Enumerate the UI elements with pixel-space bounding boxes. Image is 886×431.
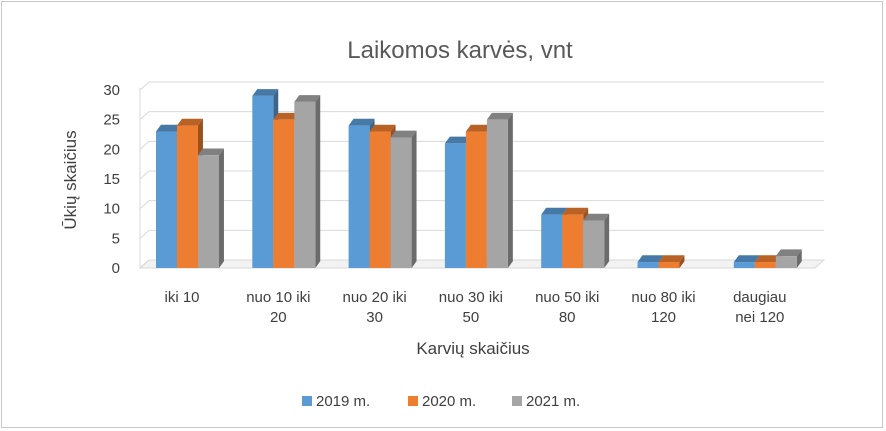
x-tick-label: iki 10	[164, 289, 199, 306]
y-tick-label: 10	[103, 201, 120, 218]
bar-top	[658, 255, 685, 263]
y-tick-label: 0	[112, 260, 120, 277]
bar-top	[294, 95, 321, 102]
bar-side	[679, 255, 685, 268]
bar-side	[219, 148, 224, 268]
bar-front	[390, 137, 412, 268]
bar	[294, 95, 321, 268]
bar-front	[775, 256, 797, 268]
bar-side	[604, 213, 610, 268]
legend-swatch	[512, 396, 522, 406]
bar	[775, 249, 802, 268]
bar-side	[411, 130, 417, 268]
legend-swatch	[302, 396, 312, 406]
bar	[658, 255, 685, 268]
bar-front	[465, 131, 487, 268]
bar-top	[465, 124, 492, 132]
bar-front	[541, 214, 563, 268]
legend-label: 2019 m.	[316, 393, 370, 410]
bar-top	[541, 207, 568, 215]
bar-side	[796, 249, 802, 268]
x-tick-label: nuo 50 iki 80	[535, 289, 599, 326]
bar-front	[177, 125, 198, 268]
bar-side	[507, 112, 513, 268]
bar-front	[562, 214, 584, 268]
bar-top	[583, 213, 610, 221]
bar-front	[156, 131, 177, 268]
bar-top	[273, 112, 300, 120]
bar-top	[198, 148, 224, 156]
bar-front	[444, 143, 466, 268]
y-tick-label: 25	[103, 112, 120, 129]
bar-front	[294, 101, 316, 268]
bar-front	[273, 119, 295, 269]
legend: 2019 m. 2020 m. 2021 m.	[302, 393, 580, 410]
bar-top	[390, 130, 417, 138]
bar	[583, 213, 610, 268]
bar-front	[583, 220, 605, 268]
x-tick-label: nuo 30 iki 50	[439, 289, 503, 326]
bar-front	[486, 119, 508, 269]
x-tick-label: daugiau nei 120	[733, 289, 786, 326]
legend-item: 2021 m.	[512, 393, 580, 410]
bar-top	[775, 249, 802, 257]
gridline	[139, 170, 824, 180]
bar-front	[637, 262, 659, 268]
bar-side	[315, 95, 321, 268]
gridline	[139, 81, 824, 91]
x-tick-label: nuo 20 iki 30	[342, 289, 406, 326]
gridline	[139, 200, 824, 210]
bar-top	[348, 118, 375, 126]
x-tick-label: nuo 10 iki 20	[246, 289, 310, 326]
legend-swatch	[408, 396, 418, 406]
y-tick-label: 20	[103, 141, 120, 158]
y-axis-ticks: 0 5 10 15 20 25 30	[103, 82, 120, 277]
bar-front	[252, 95, 274, 268]
bar-top	[754, 255, 781, 263]
bar	[390, 130, 417, 268]
legend-label: 2021 m.	[526, 393, 580, 410]
y-tick-label: 30	[103, 82, 120, 99]
bar-top	[252, 89, 279, 96]
y-tick-label: 5	[112, 230, 120, 247]
bar-front	[658, 262, 680, 268]
gridline	[139, 111, 824, 121]
bar-top	[562, 207, 589, 215]
y-axis-title: Ūkių skaičius	[61, 130, 80, 229]
legend-item: 2020 m.	[408, 393, 476, 410]
bar-front	[754, 262, 776, 268]
bar-top	[637, 255, 664, 263]
y-tick-label: 15	[103, 171, 120, 188]
bar-top	[177, 118, 203, 126]
x-tick-label: nuo 80 iki 120	[631, 289, 695, 326]
x-axis-title: Karvių skaičius	[416, 339, 529, 358]
bar-top	[369, 124, 396, 132]
bar	[198, 148, 224, 268]
bar-top	[486, 112, 513, 120]
bar-front	[369, 131, 391, 268]
legend-label: 2020 m.	[422, 393, 476, 410]
bar-front	[733, 262, 755, 268]
bar-front	[348, 125, 370, 268]
gridline	[139, 140, 824, 150]
legend-item: 2019 m.	[302, 393, 370, 410]
bar-top	[156, 124, 182, 132]
bar-top	[444, 136, 471, 144]
bars	[156, 89, 802, 269]
bar-top	[733, 255, 760, 263]
chart-title: Laikomos karvės, vnt	[347, 37, 573, 64]
x-axis-ticks: iki 10 nuo 10 iki 20 nuo 20 iki 30 nuo 30 iki…	[164, 289, 786, 326]
bar	[486, 112, 513, 269]
bar-front	[198, 155, 219, 268]
